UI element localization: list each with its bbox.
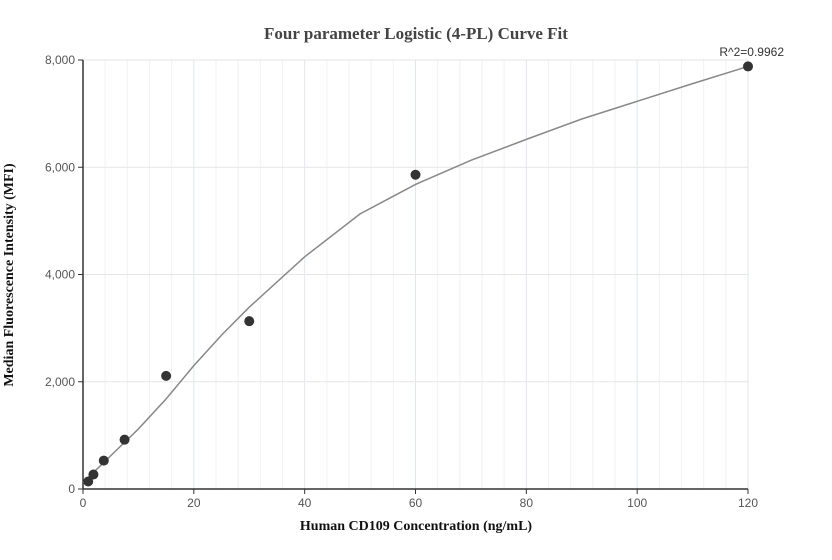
- r-squared-annotation: R^2=0.9962: [719, 45, 784, 59]
- x-tick-label: 60: [409, 496, 423, 510]
- axes: [78, 59, 749, 494]
- y-tick-label: 6,000: [45, 160, 75, 174]
- x-tick-label: 80: [520, 496, 534, 510]
- fit-curve-layer: [82, 65, 749, 484]
- x-tick-label: 100: [627, 496, 647, 510]
- data-point: [119, 434, 130, 445]
- data-point: [161, 370, 172, 381]
- data-point: [743, 61, 753, 72]
- data-point: [410, 169, 421, 180]
- y-tick-label: 4,000: [45, 268, 75, 282]
- data-point: [88, 469, 99, 480]
- x-tick-label: 40: [298, 496, 312, 510]
- data-point: [83, 476, 94, 487]
- x-tick-label: 20: [187, 496, 201, 510]
- y-axis-label: Median Fluorescence Intensity (MFI): [2, 163, 17, 387]
- x-tick-label: 120: [738, 496, 758, 510]
- chart-title: Four parameter Logistic (4-PL) Curve Fit: [264, 24, 568, 43]
- x-axis-label: Human CD109 Concentration (ng/mL): [300, 519, 533, 534]
- data-point: [244, 316, 255, 327]
- y-tick-label: 0: [68, 482, 75, 496]
- data-point: [98, 455, 109, 466]
- y-tick-label: 2,000: [45, 375, 75, 389]
- y-tick-label: 8,000: [45, 53, 75, 67]
- x-tick-label: 0: [80, 496, 87, 510]
- grid-lines: [82, 59, 749, 490]
- data-points: [83, 61, 753, 487]
- tick-labels: 0 20 40 60 80 100 120 0 2,000 4,000 6,000 8,000: [45, 53, 758, 510]
- fit-curve-line: [82, 65, 749, 484]
